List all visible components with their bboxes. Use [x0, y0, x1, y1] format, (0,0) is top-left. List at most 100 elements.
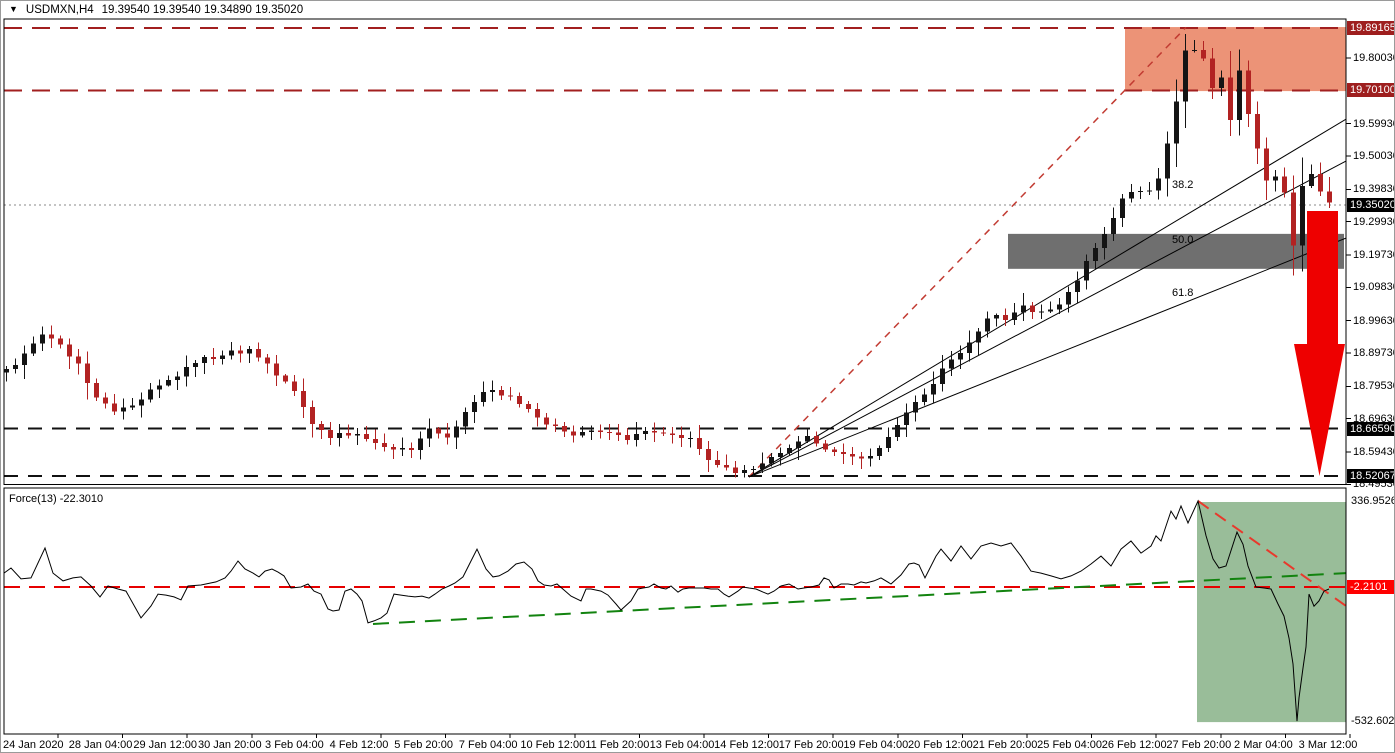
candle-body: [544, 417, 549, 425]
candle-body: [976, 331, 981, 343]
candle-body: [292, 381, 297, 392]
time-axis-label: 10 Feb 12:00: [520, 739, 586, 751]
candle-body: [337, 433, 342, 438]
price-level-chip: 19.35020: [1347, 198, 1394, 213]
indicator-level-chip: -2.2101: [1347, 579, 1394, 594]
candle-body: [211, 357, 216, 360]
candle-body: [382, 442, 387, 447]
fibonacci-label: 61.8: [1172, 286, 1194, 299]
candle-body: [1219, 77, 1224, 88]
candle-body: [688, 438, 693, 440]
candle-body: [436, 428, 441, 434]
candle-body: [1174, 101, 1179, 144]
candle-body: [940, 368, 945, 385]
indicator-panel[interactable]: [4, 499, 1346, 723]
candle-body: [328, 429, 333, 438]
candle-body: [472, 401, 477, 413]
indicator-name-label: Force(13) -22.3010: [9, 493, 104, 505]
candle-body: [1309, 173, 1314, 187]
candle-body: [139, 399, 144, 406]
candle-body: [1318, 173, 1323, 192]
candle-body: [679, 435, 684, 439]
candle-body: [868, 456, 873, 459]
candle-body: [985, 318, 990, 332]
candle-body: [724, 465, 729, 468]
candle-body: [1165, 143, 1170, 179]
candle-body: [319, 423, 324, 430]
candle-body: [256, 348, 261, 358]
price-axis-label: 19.39830: [1353, 183, 1395, 196]
candle-body: [1228, 77, 1233, 120]
candle-body: [391, 446, 396, 450]
candle-body: [913, 401, 918, 413]
force-downtrend-dashed: [1197, 500, 1346, 607]
candle-body: [175, 376, 180, 381]
candle-body: [220, 355, 225, 360]
candle-body: [4, 369, 9, 373]
price-axis-label: 19.09830: [1353, 281, 1395, 294]
price-panel[interactable]: [4, 26, 1346, 478]
candle-body: [580, 432, 585, 436]
candle-body: [931, 384, 936, 395]
time-axis-label: 28 Jan 04:00: [68, 739, 133, 751]
price-axis-label: 18.79530: [1353, 380, 1395, 393]
time-axis-label: 30 Jan 20:00: [197, 739, 262, 751]
candle-body: [40, 334, 45, 344]
candle-body: [1138, 190, 1143, 193]
candle-body: [535, 408, 540, 418]
candle-body: [562, 426, 567, 432]
collapse-chart-icon[interactable]: ▼: [9, 4, 18, 14]
candle-body: [706, 449, 711, 461]
candle-body: [661, 432, 666, 434]
fibonacci-label: 38.2: [1172, 179, 1194, 192]
candle-body: [742, 469, 747, 474]
price-axis-label: 19.80030: [1353, 52, 1395, 64]
candle-body: [1066, 291, 1071, 305]
sell-signal-arrow: [1294, 210, 1345, 476]
candle-body: [1192, 50, 1197, 52]
candle-body: [454, 426, 459, 438]
time-axis-label: 21 Feb 20:00: [972, 739, 1038, 751]
candle-body: [958, 352, 963, 360]
candle-body: [886, 436, 891, 448]
time-axis-label: 11 Feb 20:00: [585, 739, 650, 751]
candle-body: [643, 430, 648, 434]
candle-body: [634, 433, 639, 440]
time-axis-label: 27 Feb 20:00: [1166, 739, 1232, 751]
fibonacci-label: 50.0: [1172, 234, 1194, 247]
time-axis-label: 20 Feb 12:00: [907, 739, 973, 751]
candle-body: [373, 439, 378, 443]
candle-body: [49, 334, 54, 339]
candle-body: [598, 430, 603, 433]
chart-header: ▼ USDMXN,H4 19.39540 19.39540 19.34890 1…: [1, 1, 1354, 18]
candle-body: [121, 407, 126, 412]
candle-body: [787, 447, 792, 453]
candle-body: [670, 433, 675, 436]
candle-body: [697, 438, 702, 450]
time-axis-label: 24 Jan 2020: [3, 739, 64, 751]
price-axis-label: 19.59930: [1353, 117, 1395, 130]
price-axis-label: 18.99630: [1353, 314, 1395, 327]
candle-body: [616, 432, 621, 435]
candle-body: [112, 403, 117, 412]
candle-body: [1147, 190, 1152, 192]
candle-body: [1129, 192, 1134, 199]
candle-body: [589, 430, 594, 433]
candle-body: [760, 463, 765, 470]
candle-body: [265, 357, 270, 364]
candle-body: [490, 390, 495, 393]
candle-body: [1264, 148, 1269, 181]
candle-body: [967, 342, 972, 353]
steep-uptrend-dashed: [748, 26, 1187, 478]
candle-body: [229, 350, 234, 356]
candle-body: [1273, 176, 1278, 181]
force-index-line: [4, 499, 1330, 722]
candle-body: [400, 447, 405, 450]
candle-body: [85, 363, 90, 384]
candle-body: [832, 449, 837, 452]
candle-body: [103, 397, 108, 404]
candle-body: [1120, 198, 1125, 219]
candle-body: [76, 356, 81, 364]
price-axis-label: 19.29930: [1353, 215, 1395, 228]
